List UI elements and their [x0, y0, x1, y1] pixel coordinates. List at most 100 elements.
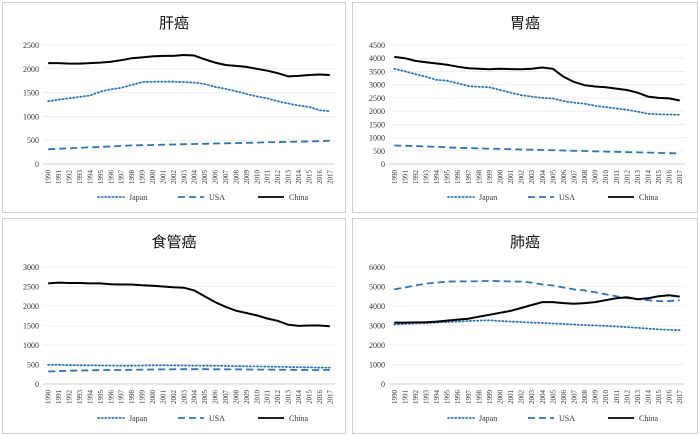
y-tick-label: 2000	[23, 65, 39, 74]
x-tick-label: 1994	[86, 170, 94, 185]
y-tick-label: 1000	[369, 134, 385, 143]
y-tick-label: 2500	[369, 94, 385, 103]
x-tick-label: 1995	[444, 390, 452, 405]
legend-label-japan: Japan	[479, 193, 497, 202]
x-tick-label: 2012	[274, 390, 282, 405]
y-tick-label: 3000	[369, 322, 385, 331]
legend-label-usa: USA	[559, 193, 575, 202]
panel-liver-cancer: 肝癌 0 500 1000 1500 2000 2500 1990 1991 1992 1993 19…	[2, 2, 346, 213]
x-tick-label: 1993	[423, 170, 431, 185]
x-tick-label: 2011	[613, 390, 621, 404]
x-tick-label: 2016	[666, 390, 674, 405]
x-tick-label: 2011	[264, 170, 272, 184]
y-tick-label: 2500	[23, 283, 39, 292]
y-tick-label: 4500	[369, 41, 385, 50]
y-tick-label: 2000	[369, 341, 385, 350]
x-tick-label: 2000	[149, 390, 157, 405]
x-tick-label: 2003	[180, 170, 188, 185]
x-tick-label: 1999	[486, 170, 494, 185]
y-tick-label: 1000	[369, 361, 385, 370]
x-tick-label: 1993	[76, 170, 84, 185]
x-tick-label: 2010	[602, 390, 610, 405]
legend-label-china: China	[639, 193, 659, 202]
legend-label-china: China	[639, 414, 659, 423]
x-tick-label: 1993	[423, 390, 431, 405]
x-tick-label: 2011	[264, 390, 272, 404]
stomach-cancer-chart: 胃癌 0 500 1000 1500 2000 2500 3000 3500 4000 4500 19…	[369, 14, 685, 202]
y-tick-label: 0	[381, 160, 385, 169]
x-tick-label: 1999	[486, 390, 494, 405]
x-tick-label: 1990	[391, 390, 399, 405]
series-line-china	[394, 55, 680, 102]
x-tick-label: 2005	[201, 170, 209, 185]
x-tick-label: 1999	[139, 170, 147, 185]
y-tick-label: 1500	[23, 89, 39, 98]
y-tick-label: 500	[27, 361, 39, 370]
y-tick-label: 3000	[23, 263, 39, 272]
x-tick-label: 1996	[454, 390, 462, 405]
x-tick-label: 1996	[454, 170, 462, 185]
x-tick-label: 2013	[634, 170, 642, 185]
x-tick-label: 2004	[539, 390, 547, 405]
x-tick-label: 1991	[401, 170, 409, 185]
x-tick-label: 1990	[391, 170, 399, 185]
x-tick-label: 2001	[507, 390, 515, 405]
series-line-usa	[394, 280, 680, 302]
x-tick-label: 2005	[549, 170, 557, 185]
x-tick-label: 1995	[97, 170, 105, 185]
x-tick-label: 2009	[592, 170, 600, 185]
x-tick-label: 1996	[107, 170, 115, 185]
x-tick-label: 2017	[676, 390, 684, 405]
x-tick-label: 2007	[571, 390, 579, 405]
x-tick-label: 1992	[66, 390, 74, 405]
x-tick-label: 2012	[274, 170, 282, 185]
x-tick-label: 2015	[305, 390, 313, 405]
x-tick-label: 1990	[45, 170, 53, 185]
x-tick-label: 1993	[76, 390, 84, 405]
series-line-usa	[394, 144, 680, 155]
panel-stomach-cancer: 胃癌 0 500 1000 1500 2000 2500 3000 3500 4000 4500 19…	[352, 2, 698, 213]
x-tick-label: 1991	[401, 390, 409, 405]
series-line-japan	[47, 80, 331, 113]
x-tick-label: 2007	[222, 390, 230, 405]
series-line-japan	[393, 67, 681, 116]
x-tick-label: 2001	[507, 170, 515, 185]
x-tick-label: 2017	[676, 170, 684, 185]
x-tick-label: 2007	[222, 170, 230, 185]
y-tick-label: 3500	[369, 67, 385, 76]
panel-esophageal-cancer: 食管癌 0 500 1000 1500 2000 2500 3000 1990 1991 1992 1…	[2, 218, 346, 434]
x-tick-label: 1999	[139, 390, 147, 405]
x-tick-label: 2012	[623, 170, 631, 185]
x-tick-label: 2017	[326, 170, 334, 185]
x-tick-label: 2002	[170, 390, 178, 405]
x-tick-label: 2004	[539, 170, 547, 185]
x-tick-label: 1991	[55, 170, 63, 185]
legend-label-china: China	[289, 193, 309, 202]
x-tick-label: 2000	[149, 170, 157, 185]
x-tick-label: 1995	[444, 170, 452, 185]
x-tick-label: 2003	[528, 170, 536, 185]
y-tick-label: 500	[373, 147, 385, 156]
x-tick-label: 2006	[560, 390, 568, 405]
y-tick-label: 4000	[369, 302, 385, 311]
y-tick-label: 1000	[23, 112, 39, 121]
x-tick-label: 2016	[666, 170, 674, 185]
series-line-china	[48, 281, 330, 328]
x-tick-label: 1998	[475, 170, 483, 185]
x-tick-label: 2015	[655, 170, 663, 185]
x-tick-label: 1992	[66, 170, 74, 185]
x-tick-label: 1998	[475, 390, 483, 405]
y-tick-label: 0	[35, 380, 39, 389]
y-tick-label: 1000	[23, 341, 39, 350]
x-tick-label: 2012	[623, 390, 631, 405]
x-tick-label: 1996	[107, 390, 115, 405]
x-tick-label: 2001	[159, 390, 167, 405]
chart-title: 肝癌	[159, 14, 189, 32]
legend-label-china: China	[289, 414, 309, 423]
x-tick-label: 1997	[118, 170, 126, 185]
x-tick-label: 2010	[253, 390, 261, 405]
x-tick-label: 2006	[560, 170, 568, 185]
legend-label-usa: USA	[209, 193, 225, 202]
